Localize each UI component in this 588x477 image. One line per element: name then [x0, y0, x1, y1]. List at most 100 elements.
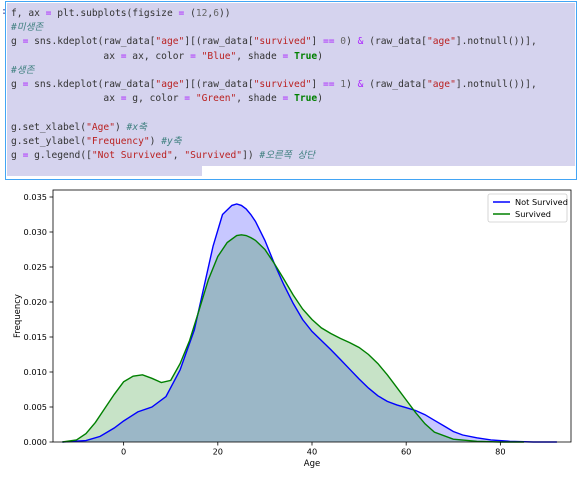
code-token: sns.kdeplot(raw_data[: [28, 36, 156, 48]
code-token: 0: [340, 36, 347, 48]
code-token: True: [294, 50, 318, 62]
code-token: )): [218, 8, 231, 19]
code-token: g, color: [126, 93, 185, 105]
y-tick-label: 0.035: [24, 192, 47, 202]
y-tick-label: 0.000: [24, 437, 47, 447]
code-token: #오른쪽 상단: [259, 149, 316, 161]
code-token: =: [184, 93, 191, 105]
code-token: "age": [426, 36, 456, 48]
code-token: ][(raw_data[: [184, 78, 254, 90]
code-token: "age": [155, 78, 185, 90]
code-line: #생존: [11, 64, 575, 78]
code-token: ,: [207, 8, 214, 19]
code-cell[interactable]: f, ax = plt.subplots(figsize = (12,6)) #미…: [5, 1, 577, 180]
code-token: =: [190, 50, 196, 62]
legend: Not Survived Survived: [487, 193, 568, 223]
code-token: ): [317, 93, 323, 105]
code-token: #생존: [11, 64, 35, 76]
cell-prompt: :: [1, 6, 7, 17]
code-token: &: [357, 36, 364, 48]
code-token: ==: [322, 78, 335, 90]
code-token: #y축: [161, 135, 182, 147]
code-line: g = sns.kdeplot(raw_data["age"][(raw_dat…: [11, 35, 575, 49]
code-token: =: [120, 50, 127, 62]
code-token: f, ax: [11, 8, 46, 19]
code-token: plt.subplots(figsize: [51, 8, 179, 19]
code-token: "Not Survived": [91, 149, 173, 161]
y-tick-label: 0.030: [24, 227, 47, 237]
code-token: "Frequency": [86, 135, 150, 147]
code-token: "Green": [195, 93, 237, 105]
y-tick-label: 0.025: [24, 262, 47, 272]
code-token: (raw_data[: [363, 78, 427, 90]
code-token: ].notnull())],: [455, 78, 537, 90]
code-token: ,: [172, 149, 185, 161]
code-token: 1: [340, 78, 347, 90]
code-token: ].notnull())],: [455, 36, 537, 48]
code-token: =: [22, 36, 29, 48]
x-tick-label: 20: [213, 447, 223, 457]
y-axis-label: Frequency: [13, 294, 23, 338]
x-tick-label: 0: [121, 447, 126, 457]
legend-label-not-survived: Not Survived: [515, 197, 568, 207]
code-token: ][(raw_data[: [184, 36, 254, 48]
code-token: ): [346, 78, 358, 90]
kde-chart: 0 20 40 60 80 0.000 0.005 0.010 0.015 0.020 0.025…: [13, 189, 572, 469]
kde-area-survived: [62, 234, 524, 442]
code-token: =: [22, 149, 29, 161]
code-line: ax = ax, color = "Blue", shade = True): [11, 50, 575, 64]
code-token: g: [11, 78, 23, 90]
code-token: ]: [311, 78, 323, 90]
code-token: "age": [155, 36, 185, 48]
code-line: [11, 106, 575, 120]
x-tick-label: 80: [495, 447, 505, 457]
legend-box: [487, 193, 568, 223]
code-token: , shade: [236, 50, 283, 62]
code-token: "Age": [86, 121, 115, 133]
code-token: ): [114, 121, 127, 133]
code-token: g: [11, 149, 23, 161]
x-tick-label: 40: [307, 447, 317, 457]
kde-area-not-survived: [62, 204, 557, 442]
code-token: ]: [311, 36, 323, 48]
code-token: 6: [213, 8, 219, 19]
code-editor[interactable]: f, ax = plt.subplots(figsize = (12,6)) #미…: [7, 3, 575, 166]
code-token: "Survived": [184, 149, 243, 161]
code-token: True: [294, 93, 318, 105]
code-token: =: [282, 50, 289, 62]
y-tick-label: 0.020: [24, 297, 47, 307]
code-token: ax, color: [126, 50, 191, 62]
x-tick-label: 60: [401, 447, 411, 457]
y-tick-label: 0.015: [24, 332, 47, 342]
legend-label-survived: Survived: [515, 209, 551, 219]
y-tick-label: 0.010: [24, 367, 47, 377]
code-token: ==: [322, 36, 335, 48]
code-token: #미생존: [11, 22, 44, 34]
code-token: &: [357, 78, 364, 90]
code-token: "Blue": [201, 50, 237, 62]
code-token: =: [120, 93, 127, 105]
code-line: g.set_ylabel("Frequency") #y축: [11, 135, 575, 149]
code-token: =: [22, 78, 29, 90]
code-token: , shade: [236, 93, 283, 105]
code-editor-scroll-area: [7, 166, 202, 176]
code-token: g.set_ylabel(: [11, 135, 87, 147]
code-token: g.set_xlabel(: [11, 121, 87, 133]
kde-plot-output: 0 20 40 60 80 0.000 0.005 0.010 0.015 0.020 0.025…: [0, 181, 588, 477]
code-token: g: [11, 36, 23, 48]
code-token: ]): [242, 149, 260, 161]
code-line: g.set_xlabel("Age") #x축: [11, 121, 575, 135]
code-token: sns.kdeplot(raw_data[: [28, 78, 156, 90]
code-token: ax: [11, 93, 121, 105]
code-line: f, ax = plt.subplots(figsize = (12,6)): [11, 7, 575, 21]
code-token: g.legend([: [28, 149, 92, 161]
code-token: "survived": [253, 78, 312, 90]
code-token: =: [178, 8, 185, 19]
kde-line-not-survived: [62, 203, 557, 443]
y-tick-label: 0.005: [24, 402, 47, 412]
code-token: (: [184, 8, 196, 19]
x-axis-label: Age: [304, 459, 320, 469]
code-token: ): [149, 135, 162, 147]
kde-line-survived: [62, 234, 524, 443]
code-token: "survived": [253, 36, 312, 48]
